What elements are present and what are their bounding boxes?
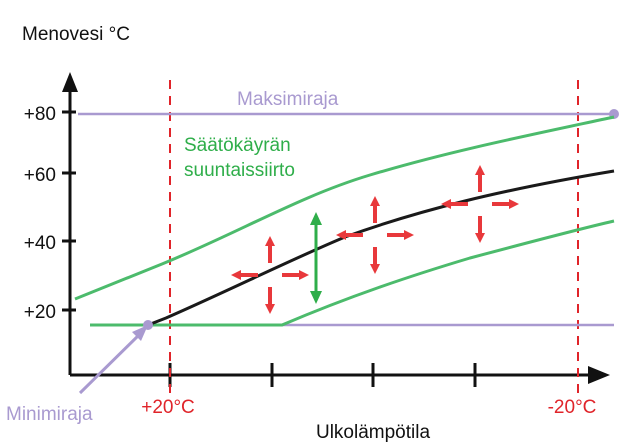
- x-tick-label-plus20: +20°C: [141, 397, 195, 418]
- shifted-curve-upper: [74, 115, 615, 301]
- y-tick-label: +40: [24, 233, 56, 254]
- heating-curve: [147, 169, 615, 327]
- move-arrows-icon: [231, 236, 309, 314]
- shifted-curve-lower: [90, 219, 615, 327]
- y-tick-label: +60: [24, 165, 56, 186]
- y-tick-label: +20: [24, 302, 56, 323]
- y-axis-label: Menovesi °C: [22, 24, 130, 45]
- min-limit-label: Minimiraja: [6, 404, 93, 425]
- parallel-shift-label: suuntaissiirto: [184, 160, 295, 181]
- move-arrows-icon: [441, 165, 519, 243]
- y-tick-label: +80: [24, 104, 56, 125]
- move-arrows-icon: [336, 196, 414, 274]
- min-limit-pointer: [78, 329, 145, 395]
- x-tick-label-minus20: -20°C: [548, 397, 597, 418]
- y-axis-arrow-icon: [62, 72, 78, 92]
- min-limit-pointer-arrow-icon: [132, 325, 148, 341]
- x-axis-label: Ulkolämpötila: [316, 422, 430, 443]
- parallel-shift-label: Säätökäyrän: [184, 135, 291, 156]
- x-axis-arrow-icon: [588, 366, 610, 384]
- max-limit-label: Maksimiraja: [237, 89, 339, 110]
